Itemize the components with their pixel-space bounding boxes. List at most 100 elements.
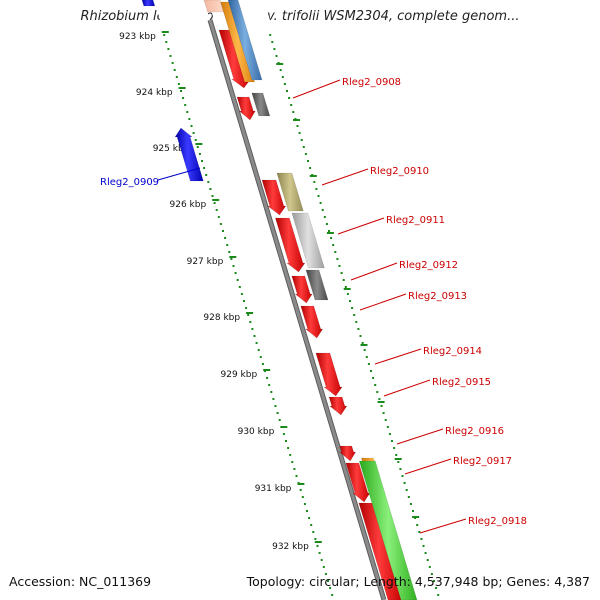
scale-dot [271,41,274,43]
scale-dot [355,321,358,323]
scale-dot [249,321,252,323]
scale-dot [397,461,400,463]
scale-dot [228,251,231,253]
feature-block[interactable] [220,1,256,83]
scale-dot [321,209,324,211]
scale-dot [255,342,258,344]
scale-dot [409,503,412,505]
scale-dot [317,195,320,197]
scale-dot [209,188,212,190]
gene-label[interactable]: Rleg2_0915 [432,377,491,388]
scale-dot [217,216,220,218]
scale-dot [285,440,287,442]
scale-dot [349,300,351,302]
scale-dot [293,468,296,470]
scale-dot [184,104,187,106]
scale-dot [316,545,319,547]
gene-label[interactable]: Rleg2_0916 [445,426,504,437]
scale-dot [222,230,224,232]
scale-dot [270,391,273,393]
scale-dot [374,384,377,386]
scale-dot [261,363,264,365]
gene-arrow-forward[interactable] [358,502,404,600]
scale-dot [315,188,318,190]
feature-block[interactable] [227,0,263,81]
gene-label[interactable]: Rleg2_0910 [370,166,429,177]
scale-dot [269,34,272,36]
scale-dot [395,454,398,456]
feature-block[interactable] [305,269,329,301]
scale-dot [205,174,208,176]
scale-dot [340,272,343,274]
scale-dot [307,160,309,162]
scale-dot [388,433,391,435]
gene-label[interactable]: Rleg2_0914 [423,346,482,357]
scale-dot [245,307,248,309]
scale-dot [342,279,345,281]
gene-label[interactable]: Rleg2_0917 [453,456,512,467]
gene-label[interactable]: Rleg2_0909 [100,177,159,188]
scale-dot [198,153,201,155]
scale-label: 930 kbp [238,427,275,437]
scale-dot [367,363,370,365]
scale-dot [287,447,290,449]
gene-label[interactable]: Rleg2_0912 [399,260,458,271]
scale-dot [163,34,166,36]
gene-label[interactable]: Rleg2_0918 [468,516,527,527]
feature-block[interactable] [291,212,325,269]
feature-block[interactable] [358,460,418,600]
scale-dot [232,265,235,267]
scale-dot [173,69,176,71]
scale-dot [324,573,327,575]
scale-dot [424,552,427,554]
scale-dot [175,76,178,78]
label-leader-line [396,428,444,445]
scale-dot [376,391,379,393]
gene-arrow-forward[interactable] [274,217,306,273]
scale-dot [196,146,199,148]
scale-dot [273,48,276,50]
label-leader-line [383,379,431,397]
scale-dot [303,503,306,505]
scale-label: 925 kbp [153,144,190,154]
gene-arrow-forward[interactable] [345,462,371,503]
scale-dot [278,419,281,421]
scale-dot [240,293,243,295]
scale-dot [329,587,332,589]
gene-arrow-forward[interactable] [315,352,343,397]
gene-arrow-reverse[interactable] [174,127,204,182]
scale-dot [430,573,433,575]
gene-arrow-forward[interactable] [328,396,348,416]
scale-dot [370,370,372,372]
gene-label[interactable]: Rleg2_0911 [386,215,445,226]
scale-dot [380,405,383,407]
gene-arrow-forward[interactable] [291,275,313,304]
label-leader-line [419,518,467,534]
scale-dot [330,237,333,239]
feature-block[interactable] [276,172,304,212]
gene-arrow-reverse[interactable] [141,0,156,7]
scale-dot [291,461,294,463]
scale-label: 924 kbp [136,88,173,98]
gene-label[interactable]: Rleg2_0908 [342,77,401,88]
scale-dot [266,377,269,379]
scale-dot [384,419,387,421]
scale-dot [238,286,241,288]
scale-dot [304,153,307,155]
gene-label[interactable]: Rleg2_0913 [408,291,467,302]
scale-dot [226,244,229,246]
gene-arrow-forward[interactable] [261,179,287,216]
feature-block[interactable] [251,92,271,117]
scale-dot [401,475,404,477]
gene-arrow-forward[interactable] [338,445,357,462]
scale-dot [314,538,317,540]
scale-dot [299,489,302,491]
scale-dot [310,524,313,526]
gene-arrow-forward[interactable] [236,96,256,121]
scale-dot [327,580,329,582]
gene-arrow-forward[interactable] [300,305,324,339]
scale-dot [426,559,429,561]
scale-dot [219,223,222,225]
scale-dot [281,76,284,78]
